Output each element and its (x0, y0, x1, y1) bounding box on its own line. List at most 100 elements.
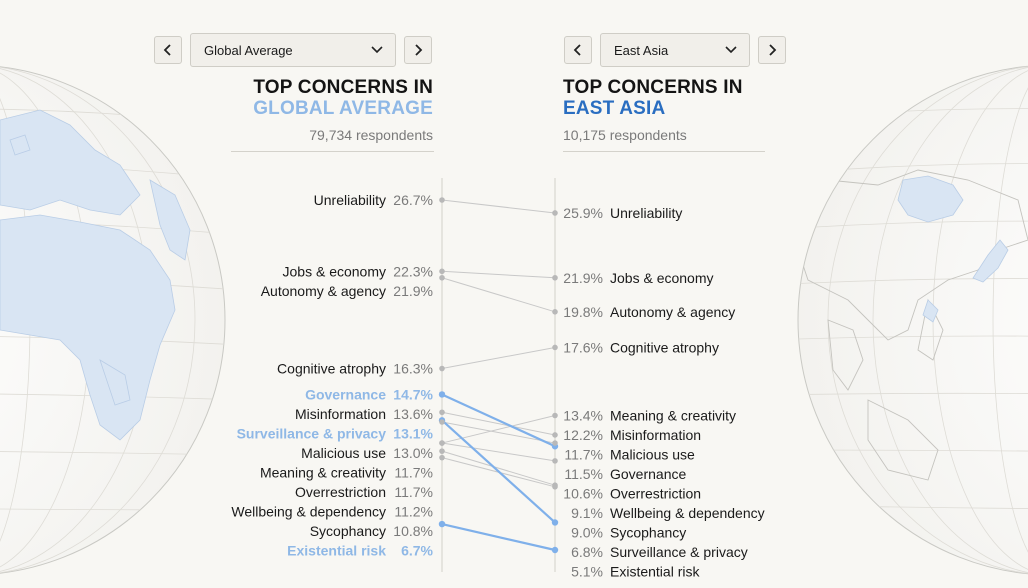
left-point (439, 419, 445, 425)
right-region-selector: East Asia (564, 33, 786, 67)
slope-line (441, 411, 556, 436)
right-value-label: 9.0% (571, 525, 603, 541)
right-point (552, 210, 558, 216)
right-value-label: 10.6% (563, 486, 603, 502)
right-heading-line2: EAST ASIA (563, 98, 666, 119)
left-point (439, 268, 445, 275)
slope-line (441, 450, 556, 486)
right-value-label: 11.5% (564, 466, 603, 482)
left-value-label: 11.7% (394, 464, 433, 480)
right-value-label: 11.7% (564, 447, 603, 463)
left-category-label: Meaning & creativity (260, 464, 386, 480)
left-point (439, 440, 445, 446)
right-category-label: Sycophancy (610, 525, 686, 541)
slope-line (441, 270, 556, 279)
left-divider (231, 151, 434, 152)
right-prev-button[interactable] (564, 36, 592, 64)
chevron-right-icon (415, 44, 423, 56)
right-category-label: Overrestriction (610, 486, 701, 502)
left-category-label: Jobs & economy (283, 263, 387, 279)
slope-line (441, 199, 556, 214)
chevron-down-icon (371, 46, 383, 54)
right-point (552, 344, 558, 351)
right-point (552, 309, 558, 315)
right-category-label: Jobs & economy (610, 270, 714, 286)
right-category-label: Wellbeing & dependency (610, 505, 765, 521)
right-point (551, 519, 559, 526)
left-value-label: 6.7% (401, 542, 433, 558)
right-next-button[interactable] (758, 36, 786, 64)
left-prev-button[interactable] (154, 36, 182, 64)
left-category-label: Wellbeing & dependency (231, 503, 386, 519)
right-divider (563, 151, 765, 152)
right-region-dropdown[interactable]: East Asia (600, 33, 750, 67)
left-category-label: Governance (305, 386, 386, 402)
left-point (438, 391, 446, 398)
right-value-label: 6.8% (571, 544, 603, 560)
left-value-label: 13.1% (393, 425, 433, 441)
chevron-left-icon (163, 44, 171, 56)
right-category-label: Misinformation (610, 427, 701, 443)
left-value-label: 10.8% (393, 523, 433, 539)
slope-line (441, 419, 556, 524)
left-respondents: 79,734 respondents (309, 127, 433, 143)
left-point (439, 454, 445, 461)
right-heading-line1: TOP CONCERNS IN (563, 77, 743, 98)
right-category-label: Governance (610, 466, 686, 482)
right-value-label: 13.4% (563, 408, 603, 424)
left-category-label: Malicious use (301, 445, 386, 461)
left-region-dropdown[interactable]: Global Average (190, 33, 396, 67)
right-value-label: 19.8% (563, 304, 603, 320)
right-point (551, 546, 559, 554)
left-dropdown-value: Global Average (204, 42, 293, 58)
right-value-label: 17.6% (563, 339, 603, 355)
slope-line (441, 346, 556, 370)
slope-line (441, 523, 556, 552)
left-value-label: 21.9% (393, 283, 433, 299)
right-category-label: Unreliability (610, 205, 682, 221)
right-category-label: Surveillance & privacy (610, 544, 748, 560)
left-category-label: Autonomy & agency (261, 283, 386, 299)
right-value-label: 21.9% (563, 270, 603, 286)
left-value-label: 13.6% (393, 406, 433, 422)
left-category-label: Misinformation (295, 406, 386, 422)
slope-line (441, 277, 556, 313)
left-next-button[interactable] (404, 36, 432, 64)
left-value-label: 22.3% (393, 263, 433, 279)
right-point (552, 274, 558, 281)
right-point (552, 440, 558, 446)
right-heading: TOP CONCERNS IN EAST ASIA (563, 77, 743, 119)
left-category-label: Overrestriction (295, 484, 386, 500)
left-point (439, 197, 445, 203)
right-value-label: 9.1% (571, 505, 603, 521)
left-heading: TOP CONCERNS IN GLOBAL AVERAGE (253, 77, 433, 119)
left-value-label: 13.0% (393, 445, 433, 461)
right-category-label: Malicious use (610, 447, 695, 463)
left-category-label: Surveillance & privacy (237, 425, 387, 441)
right-dropdown-value: East Asia (614, 42, 669, 58)
left-value-label: 11.2% (394, 503, 433, 519)
slope-line (441, 393, 556, 448)
left-category-label: Existential risk (287, 542, 386, 558)
right-point (552, 484, 558, 490)
right-category-label: Cognitive atrophy (610, 339, 719, 355)
left-heading-line2: GLOBAL AVERAGE (253, 98, 433, 119)
right-value-label: 12.2% (563, 427, 603, 443)
globe-left-illustration (0, 0, 240, 588)
right-value-label: 5.1% (571, 564, 603, 580)
right-category-label: Meaning & creativity (610, 408, 736, 424)
left-category-label: Unreliability (314, 192, 386, 208)
left-heading-line1: TOP CONCERNS IN (253, 77, 433, 98)
chevron-right-icon (769, 44, 777, 56)
right-value-label: 25.9% (563, 205, 603, 221)
left-value-label: 26.7% (393, 192, 433, 208)
slope-line (441, 421, 556, 444)
globe-right-illustration (768, 0, 1028, 588)
left-value-label: 11.7% (394, 484, 433, 500)
left-point (439, 448, 445, 454)
left-region-selector: Global Average (154, 33, 432, 67)
left-point (439, 365, 445, 372)
left-category-label: Cognitive atrophy (277, 361, 386, 377)
left-point (439, 274, 445, 281)
